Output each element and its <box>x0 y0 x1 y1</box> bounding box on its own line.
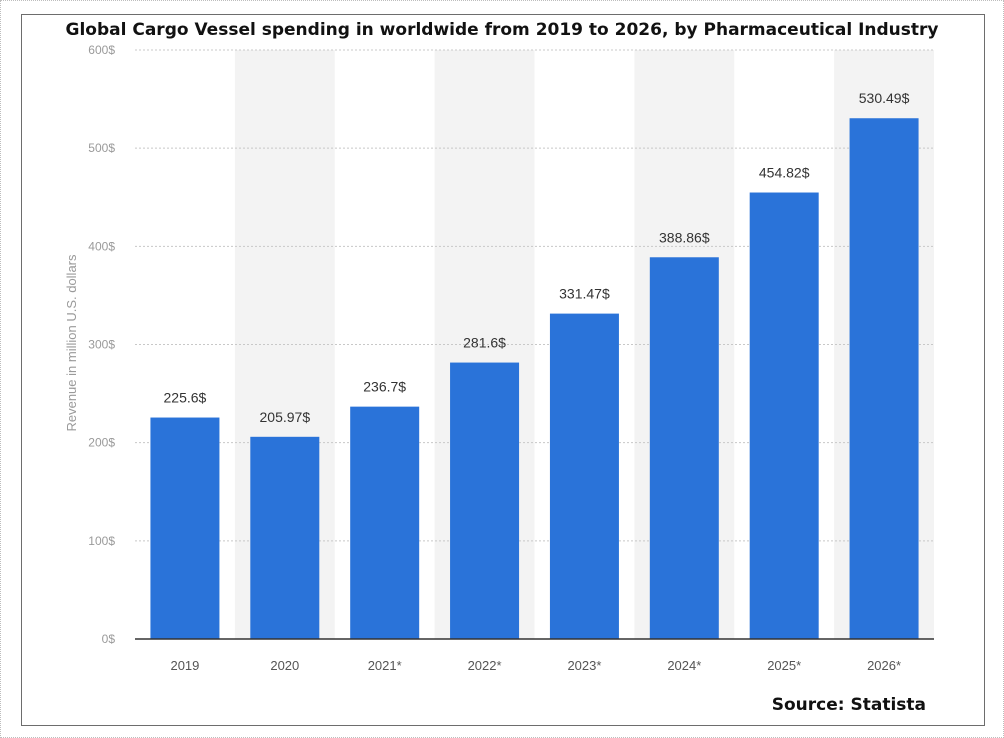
bar-2023* <box>549 313 619 639</box>
y-tick-label: 600$ <box>88 43 115 57</box>
bar-2019 <box>150 417 220 639</box>
bars <box>150 118 919 639</box>
y-tick-label: 300$ <box>88 338 115 352</box>
data-label: 281.6$ <box>463 335 506 351</box>
source-note: Source: Statista <box>771 695 926 715</box>
y-tick-label: 500$ <box>88 141 115 155</box>
x-tick-label: 2020 <box>270 658 299 673</box>
chart-title: Global Cargo Vessel spending in worldwid… <box>65 20 939 40</box>
bar-2024* <box>649 257 719 639</box>
data-label: 530.49$ <box>859 90 910 106</box>
data-label: 388.86$ <box>659 229 710 245</box>
data-label: 225.6$ <box>164 390 207 406</box>
bar-2026* <box>849 118 919 639</box>
y-axis-label: Revenue in million U.S. dollars <box>64 254 79 432</box>
x-tick-label: 2022* <box>468 658 502 673</box>
x-tick-label: 2025* <box>767 658 801 673</box>
y-tick-labels: 0$ 100$ 200$ 300$ 400$ 500$ 600$ <box>88 43 115 646</box>
data-label: 331.47$ <box>559 286 610 302</box>
y-tick-label: 100$ <box>88 534 115 548</box>
y-tick-label: 0$ <box>102 632 116 646</box>
x-tick-label: 2026* <box>867 658 901 673</box>
bar-2022* <box>450 362 520 639</box>
value-labels: 225.6$ 205.97$ 236.7$ 281.6$ 331.47$ 388.86$ 4… <box>164 90 910 425</box>
x-tick-label: 2021* <box>368 658 402 673</box>
data-label: 236.7$ <box>363 379 406 395</box>
bar-2025* <box>749 192 819 639</box>
y-tick-label: 200$ <box>88 436 115 450</box>
x-tick-label: 2024* <box>667 658 701 673</box>
x-tick-label: 2019 <box>170 658 199 673</box>
data-label: 454.82$ <box>759 165 810 181</box>
y-tick-label: 400$ <box>88 239 115 253</box>
bar-2020 <box>250 436 320 639</box>
category-labels: 2019 2020 2021* 2022* 2023* 2024* 2025* 2026* <box>170 658 901 673</box>
x-tick-label: 2023* <box>567 658 601 673</box>
bar-2021* <box>350 406 420 639</box>
data-label: 205.97$ <box>260 409 311 425</box>
